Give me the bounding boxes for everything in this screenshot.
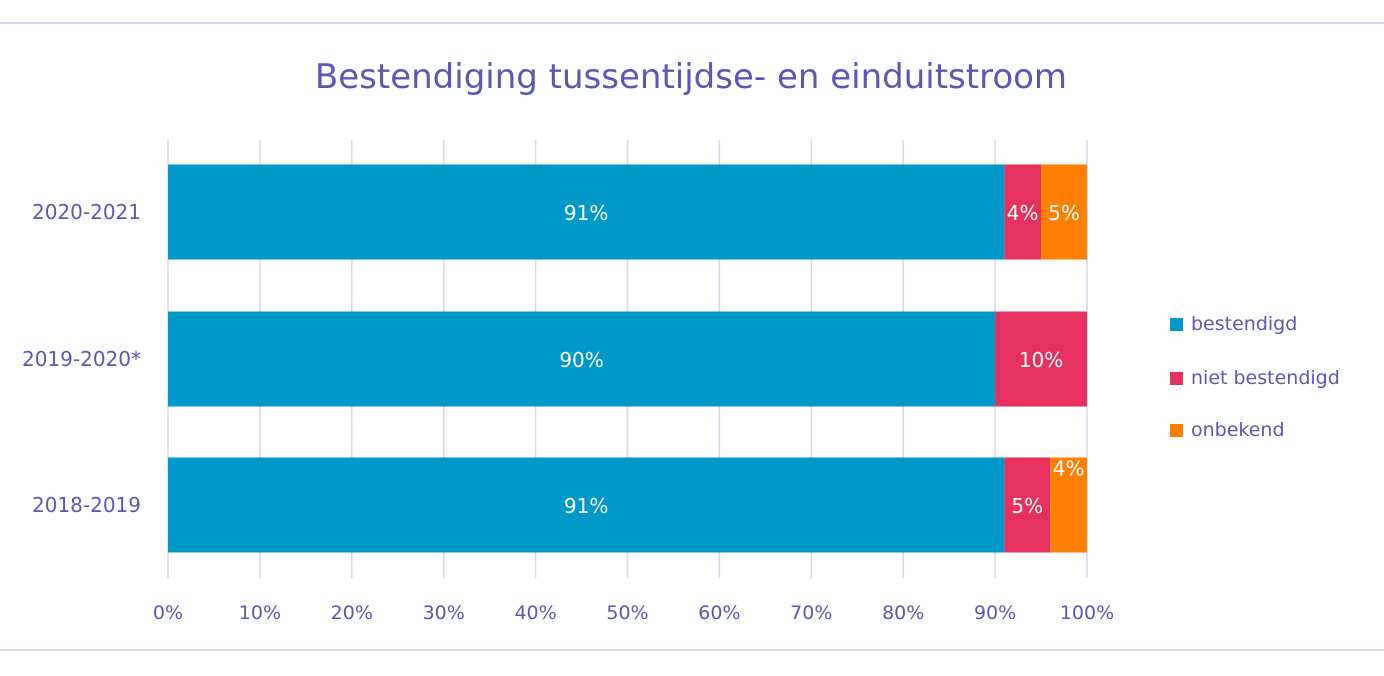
legend-swatch [1170, 424, 1183, 437]
x-tick-label: 60% [698, 602, 740, 624]
data-label: 4% [1007, 201, 1039, 225]
category-labels: 2020-2021 2019-2020* 2018-2019 [22, 200, 141, 517]
legend-swatch [1170, 372, 1183, 385]
bar-segment [168, 164, 1005, 260]
x-axis-tick-labels: 0% 10% 20% 30% 40% 50% 60% 70% 80% 90% 100% [153, 602, 1114, 624]
x-tick-label: 10% [239, 602, 281, 624]
legend-label: bestendigd [1191, 313, 1297, 335]
category-label: 2019-2020* [22, 347, 141, 371]
data-labels: 91% 4% 5% 90% 10% 91% 5% 4% [559, 201, 1084, 518]
chart-frame-bottom-border [0, 649, 1384, 651]
x-tick-label: 50% [606, 602, 648, 624]
legend-label: onbekend [1191, 419, 1285, 441]
legend: bestendigd niet bestendigd onbekend [1170, 313, 1340, 441]
bar-segment [1004, 164, 1042, 260]
bar-segment [995, 311, 1087, 407]
x-tick-label: 100% [1060, 602, 1114, 624]
bar-segment [1041, 164, 1087, 260]
category-label: 2018-2019 [32, 493, 141, 517]
x-tick-label: 80% [882, 602, 924, 624]
x-tick-label: 20% [331, 602, 373, 624]
data-label: 5% [1011, 494, 1043, 518]
data-label: 5% [1048, 201, 1080, 225]
bar-segment [168, 457, 1005, 553]
bar-segment [1050, 457, 1087, 553]
bar-segment [1004, 457, 1051, 553]
x-tick-label: 90% [974, 602, 1016, 624]
x-tick-label: 30% [423, 602, 465, 624]
chart-frame-top-border [0, 22, 1384, 24]
x-tick-label: 0% [153, 602, 183, 624]
x-tick-label: 40% [514, 602, 556, 624]
data-label: 91% [564, 494, 608, 518]
data-label: 90% [559, 348, 603, 372]
chart-title: Bestendiging tussentijdse- en einduitstr… [315, 57, 1067, 97]
legend-swatch [1170, 318, 1183, 331]
bars [168, 164, 1087, 553]
legend-label: niet bestendigd [1191, 367, 1340, 389]
category-label: 2020-2021 [32, 200, 141, 224]
data-label: 91% [564, 201, 608, 225]
data-label: 10% [1019, 348, 1063, 372]
x-tick-label: 70% [790, 602, 832, 624]
data-label: 4% [1053, 457, 1085, 481]
bar-segment [168, 311, 996, 407]
